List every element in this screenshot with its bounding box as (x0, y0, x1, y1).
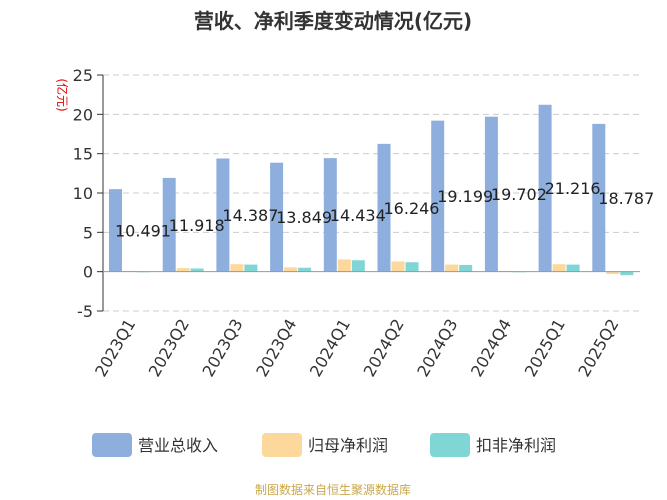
bar-revenue (484, 116, 498, 272)
data-label: 19.702 (491, 185, 547, 204)
chart-title: 营收、净利季度变动情况(亿元) (194, 9, 472, 33)
bar-revenue (323, 158, 337, 272)
legend-swatch (430, 433, 470, 457)
x-tick-label: 2023Q3 (199, 316, 247, 380)
bar-revenue (162, 177, 176, 272)
bar-net-profit (230, 264, 244, 272)
y-tick-label: 5 (83, 223, 93, 242)
bar-revenue (431, 120, 445, 272)
x-tick-label: 2023Q4 (252, 316, 300, 380)
x-tick-label: 2025Q2 (574, 316, 622, 380)
bar-deducted-net-profit (459, 264, 473, 272)
bar-deducted-net-profit (620, 271, 634, 276)
x-tick-label: 2024Q2 (360, 316, 408, 380)
bar-deducted-net-profit (405, 262, 419, 272)
legend-label: 营业总收入 (138, 436, 218, 455)
data-label: 14.434 (330, 206, 386, 225)
bar-revenue (109, 189, 122, 272)
bar-revenue (592, 123, 606, 272)
legend-swatch (262, 433, 302, 457)
bar-deducted-net-profit (244, 264, 258, 272)
x-tick-label: 2023Q1 (91, 316, 139, 380)
data-label: 13.849 (276, 208, 332, 227)
data-label: 19.199 (437, 187, 493, 206)
source-note: 制图数据来自恒生聚源数据库 (255, 482, 411, 497)
data-label: 10.491 (115, 221, 171, 240)
x-tick-label: 2024Q4 (467, 316, 515, 380)
bar-deducted-net-profit (351, 260, 365, 272)
bar-net-profit (337, 259, 351, 272)
y-tick-label: 15 (73, 145, 93, 164)
data-label: 14.387 (222, 206, 278, 225)
y-tick-label: 0 (83, 263, 93, 282)
bar-deducted-net-profit (566, 264, 580, 272)
legend-swatch (92, 433, 132, 457)
x-tick-label: 2023Q2 (145, 316, 193, 380)
bar-deducted-net-profit (298, 267, 312, 272)
bar-revenue (216, 158, 230, 272)
y-tick-label: -5 (77, 302, 93, 321)
bars (109, 104, 634, 276)
bar-revenue (377, 143, 391, 272)
x-tick-label: 2024Q3 (413, 316, 461, 380)
bar-net-profit (445, 264, 459, 272)
data-labels: 10.49111.91814.38713.84914.43416.24619.1… (115, 179, 654, 240)
bar-revenue (538, 104, 552, 272)
y-tick-label: 10 (73, 184, 93, 203)
data-label: 18.787 (598, 189, 654, 208)
bar-net-profit (284, 267, 298, 272)
data-label: 21.216 (545, 179, 601, 198)
data-label: 11.918 (169, 216, 225, 235)
y-tick-label: 25 (73, 66, 93, 85)
legend-label: 归母净利润 (308, 436, 388, 455)
data-label: 16.246 (384, 199, 440, 218)
legend-label: 扣非净利润 (476, 436, 556, 455)
bar-revenue (270, 162, 284, 272)
bar-deducted-net-profit (190, 268, 204, 272)
bar-net-profit (391, 261, 405, 272)
bar-net-profit (606, 271, 620, 275)
x-tick-label: 2024Q1 (306, 316, 354, 380)
legend: 营业总收入 归母净利润 扣非净利润 (92, 433, 556, 457)
y-tick-label: 20 (73, 105, 93, 124)
bar-net-profit (176, 268, 190, 272)
x-tick-label: 2025Q1 (521, 316, 569, 380)
y-unit-label: (亿元) (55, 78, 70, 111)
bar-net-profit (552, 264, 566, 272)
